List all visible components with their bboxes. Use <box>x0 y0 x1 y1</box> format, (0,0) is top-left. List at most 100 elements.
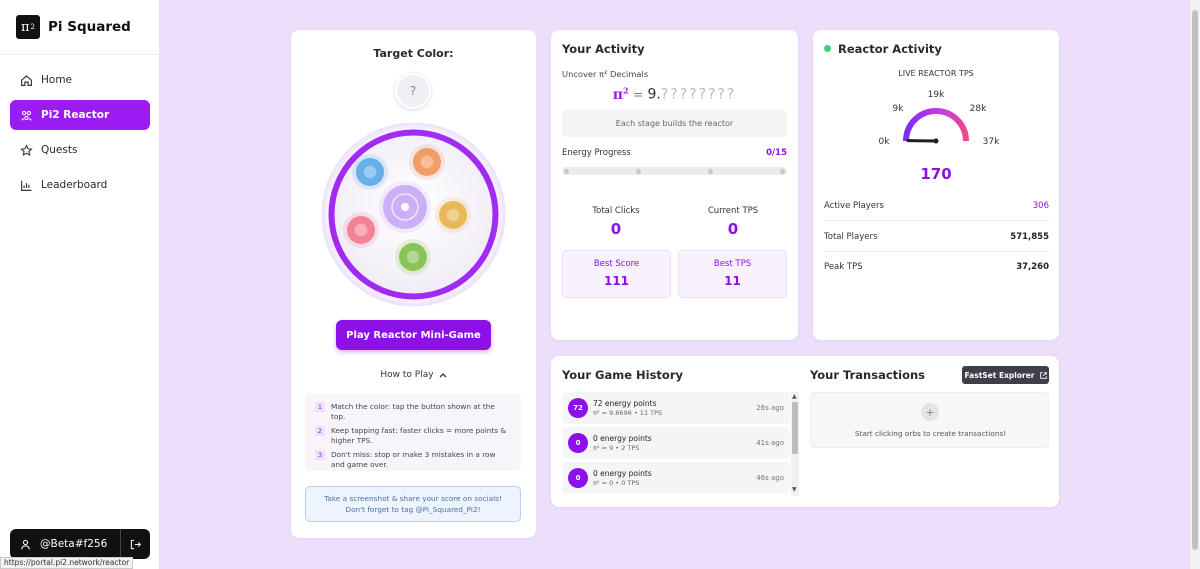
logo-symbol: π <box>20 19 30 35</box>
pi-hidden-digits: ???????? <box>660 86 737 103</box>
gauge-tick-1: 9k <box>893 104 905 114</box>
history-item-title: 72 energy points <box>593 399 657 408</box>
best-tps-label: Best TPS <box>713 259 752 269</box>
history-item[interactable]: 0 0 energy points π² = 9 • 2 TPS 41s ago <box>562 427 790 459</box>
pi-sup: 2 <box>622 85 629 95</box>
pi-known-digits: 9. <box>647 86 661 103</box>
peak-tps-value: 37,260 <box>1016 262 1049 272</box>
pink-orb-core <box>354 223 368 237</box>
sidebar-item-pi2-reactor[interactable]: Pi2 Reactor <box>10 100 150 130</box>
history-item-detail: π² = 9.8696 • 11 TPS <box>593 409 663 417</box>
yellow-orb[interactable] <box>435 197 471 233</box>
center-orb-ring <box>391 193 419 221</box>
app-name: Pi Squared <box>48 19 131 35</box>
best-score-value: 111 <box>603 274 630 288</box>
target-color-label: Target Color: <box>373 47 454 60</box>
scroll-up-icon[interactable]: ▲ <box>792 393 797 400</box>
orange-orb-core <box>420 155 434 169</box>
yellow-orb-body <box>439 201 467 229</box>
history-item[interactable]: 72 72 energy points π² = 9.8696 • 11 TPS… <box>562 392 790 424</box>
history-scrollbar-thumb[interactable] <box>792 402 798 454</box>
page-scrollbar-thumb[interactable] <box>1192 10 1198 550</box>
pi-symbol-text: π <box>612 86 623 103</box>
history-score-badge: 0 <box>568 433 588 453</box>
history-scrollbar[interactable]: ▲ ▼ <box>791 392 799 496</box>
green-orb-core <box>406 250 420 264</box>
history-item-time: 46s ago <box>756 474 784 482</box>
sidebar-item-leaderboard[interactable]: Leaderboard <box>10 170 150 200</box>
page-scrollbar[interactable] <box>1189 0 1200 569</box>
target-color-indicator: ? <box>395 73 431 109</box>
status-url: https://portal.pi2.network/reactor <box>0 557 134 569</box>
history-transactions-card: Your Game History 72 72 energy points π²… <box>551 356 1059 507</box>
green-orb-body <box>399 243 427 271</box>
history-item[interactable]: 0 0 energy points π² = 0 • 0 TPS 46s ago <box>562 462 790 494</box>
center-orb[interactable] <box>379 181 431 233</box>
user-bar: @Beta#f256 <box>10 529 150 559</box>
energy-progress-value: 0/15 <box>766 148 787 158</box>
play-reactor-button[interactable]: Play Reactor Mini-Game <box>336 320 491 350</box>
blue-orb[interactable] <box>352 154 388 190</box>
scroll-down-icon[interactable]: ▼ <box>792 486 797 493</box>
game-history-title: Your Game History <box>562 368 683 382</box>
history-item-detail: π² = 9 • 2 TPS <box>593 444 640 452</box>
current-tps-value: 0 <box>727 220 739 238</box>
rule-text: Keep tapping fast: faster clicks = more … <box>331 426 507 445</box>
total-players-value: 571,855 <box>1010 231 1049 242</box>
rule-text: Don't miss: stop or make 3 mistakes in a… <box>331 450 496 469</box>
how-to-play-toggle[interactable]: How to Play <box>291 370 536 380</box>
peak-tps-row: Peak TPS 37,260 <box>824 252 1049 282</box>
sidebar-item-label: Pi2 Reactor <box>41 109 110 121</box>
current-tps-label: Current TPS <box>707 206 759 216</box>
progress-stage-dot <box>708 169 713 174</box>
history-item-detail: π² = 0 • 0 TPS <box>593 479 640 487</box>
reactor-activity-card: Reactor Activity LIVE REACTOR TPS 0k 9k … <box>813 30 1059 340</box>
total-players-label: Total Players <box>824 231 878 242</box>
gauge-tick-3: 28k <box>970 104 987 114</box>
rule-item: 3 Don't miss: stop or make 3 mistakes in … <box>315 450 511 470</box>
blue-orb-core <box>363 165 377 179</box>
sidebar-item-home[interactable]: Home <box>10 65 150 95</box>
yellow-orb-core <box>446 208 460 222</box>
pi-symbol: π2 <box>612 85 629 103</box>
game-history-list[interactable]: 72 72 energy points π² = 9.8696 • 11 TPS… <box>562 392 800 496</box>
sidebar-item-label: Quests <box>41 144 78 156</box>
pink-orb[interactable] <box>343 212 379 248</box>
progress-stage-dot <box>780 169 785 174</box>
history-score-badge: 72 <box>568 398 588 418</box>
username[interactable]: @Beta#f256 <box>40 538 108 550</box>
gauge-tick-2: 19k <box>928 90 945 100</box>
rule-number: 3 <box>315 450 325 460</box>
rule-item: 2 Keep tapping fast: faster clicks = more… <box>315 426 511 446</box>
sidebar-item-quests[interactable]: Quests <box>10 135 150 165</box>
bar-chart-icon <box>21 180 32 191</box>
logout-button[interactable] <box>120 529 150 559</box>
transactions-empty-text: Start clicking orbs to create transactio… <box>854 429 1007 438</box>
logout-icon <box>130 539 141 549</box>
reactor-icon <box>21 110 32 121</box>
uncover-label: Uncover π² Decimals <box>562 69 649 79</box>
rule-number: 1 <box>315 402 325 412</box>
external-link-icon <box>1039 371 1047 379</box>
pi-equals: = <box>632 87 644 102</box>
active-players-label: Active Players <box>824 200 884 211</box>
total-clicks-stat: Total Clicks 0 <box>561 206 671 238</box>
live-tps-label: LIVE REACTOR TPS <box>898 69 974 78</box>
blue-orb-body <box>356 158 384 186</box>
game-card: Target Color: ? Play Reactor Mini-Game H… <box>291 30 536 538</box>
plus-icon: + <box>921 403 939 421</box>
orange-orb[interactable] <box>409 144 445 180</box>
best-score-label: Best Score <box>593 259 640 269</box>
green-orb[interactable] <box>395 239 431 275</box>
reactor-orbs <box>321 122 506 307</box>
fastset-explorer-button[interactable]: FastSet Explorer <box>962 366 1049 384</box>
fastset-explorer-label: FastSet Explorer <box>964 370 1035 380</box>
stage-info: Each stage builds the reactor <box>562 110 787 137</box>
gauge-tick-4: 37k <box>983 137 1000 147</box>
history-item-time: 26s ago <box>756 404 784 412</box>
center-orb-core <box>401 203 409 211</box>
rule-text: Match the color: tap the button shown at… <box>331 402 495 421</box>
energy-progress-label: Energy Progress <box>562 148 631 158</box>
